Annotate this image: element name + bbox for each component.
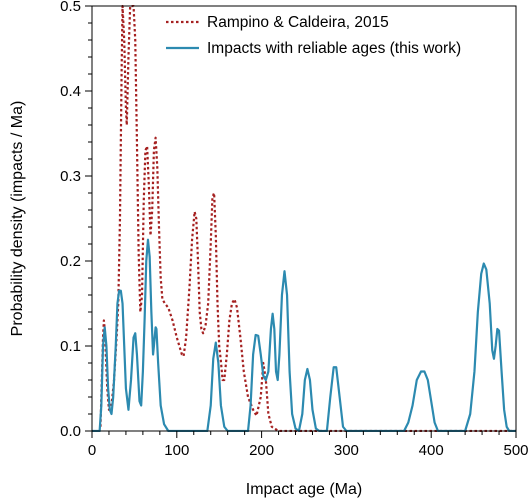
x-axis-title: Impact age (Ma) [246,481,362,498]
x-tick-label: 300 [334,442,359,459]
x-tick-label: 0 [88,442,96,459]
legend: Rampino & Caldeira, 2015 Impacts with re… [166,14,461,57]
series-line-0 [99,5,516,432]
legend-label-this-work: Impacts with reliable ages (this work) [207,40,461,57]
x-tick-label: 200 [249,442,274,459]
legend-label-rampino: Rampino & Caldeira, 2015 [207,14,389,31]
plot-frame [91,5,517,432]
series-layer [92,5,516,432]
y-tick-label: 0.0 [60,423,81,440]
axes: 0 100 200 300 400 500 0.0 0.1 0.2 0.3 0.4 0.5 [60,0,528,459]
x-tick-label: 500 [503,442,528,459]
y-tick-label: 0.1 [60,338,81,355]
y-tick-label: 0.2 [60,253,81,270]
x-tick-label: 100 [164,442,189,459]
y-tick-label: 0.3 [60,168,81,185]
y-tick-label: 0.4 [60,83,81,100]
y-tick-label: 0.5 [60,0,81,15]
y-axis-title: Probability density (impacts / Ma) [9,101,26,337]
series-line-1 [92,238,516,432]
x-tick-label: 400 [419,442,444,459]
